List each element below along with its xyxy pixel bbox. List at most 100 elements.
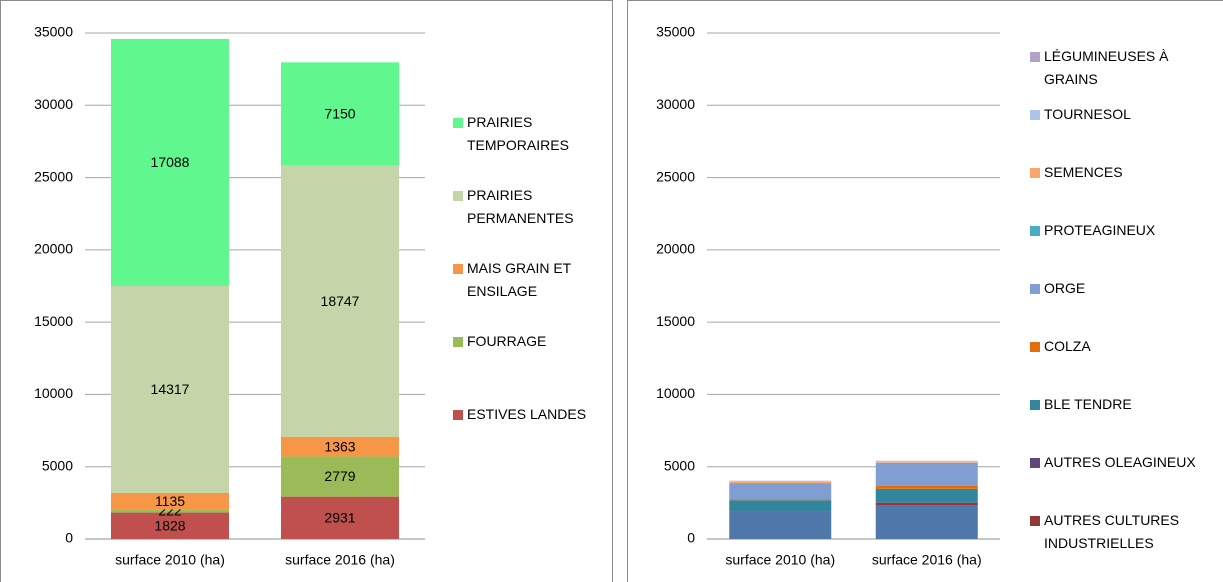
y-tick-label: 30000: [34, 96, 73, 112]
bar-segment: [111, 38, 229, 286]
bar-segment: [729, 499, 832, 501]
legend-item: PRAIRIES PERMANENTES: [467, 187, 574, 226]
y-tick-label: 5000: [42, 457, 73, 473]
bar-segment: [281, 165, 399, 437]
bar-segment: [875, 461, 978, 463]
bar-segment: [281, 456, 399, 497]
legend-item: FOURRAGE: [467, 333, 547, 349]
y-tick-label: 35000: [656, 24, 695, 40]
y-tick-label: 0: [65, 530, 73, 546]
bar-segment: [729, 483, 832, 500]
data-label: 1828: [154, 517, 185, 533]
bar-segment: [875, 505, 978, 539]
bar-segment: [281, 496, 399, 539]
bar-segment: [875, 463, 978, 486]
data-label: 2779: [324, 468, 355, 484]
legend-item: AUTRES CULTURES INDUSTRIELLES: [1044, 512, 1180, 551]
legend-swatch: [453, 191, 463, 201]
legend-label: FOURRAGE: [467, 333, 547, 349]
legend-item: BLE TENDRE: [1044, 396, 1132, 412]
data-label: 1363: [324, 438, 355, 454]
legend-item: ESTIVES LANDES: [467, 406, 587, 422]
x-tick-label: surface 2010 (ha): [115, 552, 225, 568]
legend-swatch: [1030, 284, 1040, 294]
y-tick-label: 0: [687, 530, 695, 546]
legend-swatch: [1030, 342, 1040, 352]
legend-label: AUTRES CULTURES INDUSTRIELLES: [1044, 512, 1180, 551]
y-tick-label: 15000: [34, 313, 73, 329]
data-label: 7150: [324, 106, 355, 122]
bar-segment: [875, 462, 978, 464]
panel-frame: [627, 0, 1223, 582]
legend-swatch: [453, 264, 463, 274]
legend-swatch: [1030, 168, 1040, 178]
legend-label: COLZA: [1044, 338, 1091, 354]
data-label: 1135: [155, 493, 185, 509]
y-tick-label: 15000: [656, 313, 695, 329]
bar-segment: [729, 481, 832, 482]
legend-item: AUTRES OLEAGINEUX: [1044, 454, 1196, 470]
legend-swatch: [1030, 458, 1040, 468]
y-tick-label: 20000: [656, 241, 695, 257]
data-label: 2931: [324, 510, 355, 526]
bar-segment: [729, 511, 832, 539]
legend-item: LÉGUMINEUSES À GRAINS: [1044, 48, 1169, 87]
y-tick-label: 20000: [34, 241, 73, 257]
legend-label: TOURNESOL: [1044, 106, 1131, 122]
legend-item: PROTEAGINEUX: [1044, 222, 1156, 238]
legend-item: COLZA: [1044, 338, 1091, 354]
y-tick-label: 25000: [656, 168, 695, 184]
legend-item: PRAIRIES TEMPORAIRES: [467, 114, 569, 153]
bar-segment: [875, 502, 978, 506]
y-tick-label: 30000: [656, 96, 695, 112]
y-tick-label: 35000: [34, 24, 73, 40]
legend-item: ORGE: [1044, 280, 1086, 296]
legend-item: MAIS GRAIN ET ENSILAGE: [467, 260, 571, 299]
bar-segment: [729, 483, 832, 484]
legend-label: BLE TENDRE: [1044, 396, 1132, 412]
data-label: 14317: [151, 381, 190, 397]
x-tick-label: surface 2010 (ha): [725, 552, 835, 568]
legend-swatch: [1030, 516, 1040, 526]
bar-segment: [729, 500, 832, 512]
legend-item: SEMENCES: [1044, 164, 1123, 180]
bar-segment: [875, 485, 978, 489]
legend-swatch: [453, 410, 463, 420]
legend-swatch: [1030, 110, 1040, 120]
bar-segment: [281, 436, 399, 457]
legend-label: PRAIRIES PERMANENTES: [467, 187, 574, 226]
y-tick-label: 10000: [34, 385, 73, 401]
y-tick-label: 10000: [656, 385, 695, 401]
bar-segment: [875, 488, 978, 503]
x-tick-label: surface 2016 (ha): [285, 552, 395, 568]
legend-label: PRAIRIES TEMPORAIRES: [467, 114, 569, 153]
bar-segment: [111, 509, 229, 513]
bar-segment: [875, 462, 978, 463]
data-label: 17088: [151, 154, 190, 170]
legend-label: LÉGUMINEUSES À GRAINS: [1044, 48, 1169, 87]
data-label: 18747: [321, 293, 360, 309]
legend-swatch: [1030, 400, 1040, 410]
panel-frame: [0, 0, 613, 582]
x-tick-label: surface 2016 (ha): [872, 552, 982, 568]
y-tick-label: 25000: [34, 168, 73, 184]
bar-segment: [729, 481, 832, 484]
legend-item: TOURNESOL: [1044, 106, 1131, 122]
legend-swatch: [453, 118, 463, 128]
legend-label: ORGE: [1044, 280, 1086, 296]
bar-segment: [281, 62, 399, 166]
legend-swatch: [1030, 226, 1040, 236]
legend-swatch: [453, 337, 463, 347]
bar-segment: [111, 492, 229, 510]
bar-segment: [111, 285, 229, 493]
y-tick-label: 5000: [664, 457, 695, 473]
legend-label: SEMENCES: [1044, 164, 1123, 180]
legend-label: AUTRES OLEAGINEUX: [1044, 454, 1196, 470]
legend-label: ESTIVES LANDES: [467, 406, 587, 422]
legend-label: PROTEAGINEUX: [1044, 222, 1156, 238]
bar-segment: [111, 512, 229, 539]
legend-label: MAIS GRAIN ET ENSILAGE: [467, 260, 571, 299]
legend-swatch: [1030, 52, 1040, 62]
